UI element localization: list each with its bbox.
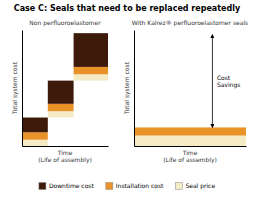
legend-item: Downtime cost — [39, 182, 95, 189]
x-label: Time(Life of assembly) — [163, 149, 217, 164]
y-axis — [22, 31, 23, 147]
segment — [134, 127, 246, 135]
x-axis — [23, 146, 109, 147]
plot-area — [22, 33, 108, 146]
segment — [22, 118, 48, 133]
legend-item: Installation cost — [106, 182, 164, 189]
axis-line — [135, 146, 247, 147]
chart: Case C: Seals that need to be replaced r… — [0, 0, 254, 198]
axis-line — [134, 31, 135, 147]
legend-label: Seal price — [185, 182, 215, 190]
plot-area — [134, 35, 246, 146]
x-label-line: (Life of assembly) — [163, 156, 217, 164]
annotation-line: Savings — [217, 81, 240, 89]
segment — [74, 67, 108, 74]
x-label: Time(Life of assembly) — [38, 149, 92, 164]
legend: Downtime cost Installation cost Seal price — [39, 182, 216, 190]
annotation: CostSavings — [217, 74, 240, 89]
legend-swatch — [175, 183, 182, 190]
legend-swatch — [39, 183, 46, 190]
legend-label: Installation cost — [116, 182, 164, 189]
axis-line — [22, 31, 23, 147]
legend-item: Seal price — [175, 182, 215, 190]
figure-title: Case C: Seals that need to be replaced r… — [14, 4, 241, 13]
segment — [48, 111, 74, 117]
x-label-line: (Life of assembly) — [38, 156, 92, 164]
y-axis — [134, 31, 135, 147]
segment — [22, 132, 48, 139]
arrow — [212, 35, 213, 128]
segment — [22, 140, 48, 146]
plot-title: With Kalrez® perfluoroelastomer seals — [132, 19, 248, 27]
plot-title: Non perfluoroelastomer — [29, 19, 101, 27]
segment — [74, 33, 108, 67]
segment — [48, 104, 74, 111]
segment — [74, 74, 108, 80]
segment — [134, 136, 246, 146]
y-label: Total system cost — [123, 61, 131, 115]
y-label: Total system cost — [11, 61, 19, 115]
legend-label: Downtime cost — [49, 182, 95, 189]
x-axis — [135, 146, 247, 147]
legend-swatch — [106, 183, 113, 190]
axis-line — [23, 146, 109, 147]
segment — [48, 81, 74, 104]
